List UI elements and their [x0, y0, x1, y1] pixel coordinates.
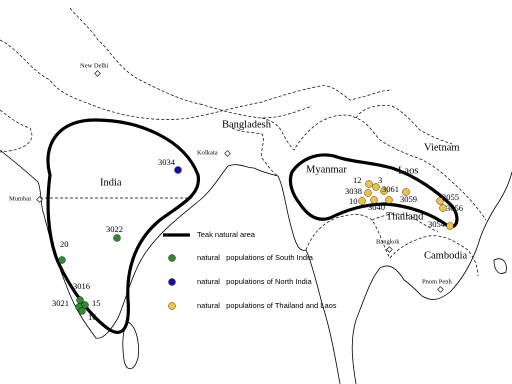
border [261, 114, 487, 221]
coastline [122, 321, 139, 370]
legend-label: Teak natural area [197, 230, 256, 239]
population-label: 3022 [106, 224, 123, 234]
border [199, 103, 313, 119]
country-label: Vietnam [424, 142, 460, 153]
city-marker [386, 246, 393, 253]
border [371, 213, 439, 233]
population-dot [364, 189, 372, 197]
population-dot [385, 196, 393, 204]
population-label: 3040 [368, 202, 385, 212]
population-label: 3055 [442, 192, 459, 202]
country-label: Laos [398, 165, 418, 176]
population-label: 3054 [428, 219, 446, 229]
population-dot [380, 187, 388, 195]
border [231, 127, 279, 177]
city-label: Kolkata [197, 149, 218, 156]
population-label: 3059 [400, 194, 417, 204]
population-label: 20 [60, 239, 69, 249]
population-dot [113, 234, 121, 242]
population-dot [78, 307, 86, 315]
city-marker [94, 70, 101, 77]
coastline [351, 171, 512, 384]
city-marker [224, 150, 231, 157]
population-dot [402, 188, 410, 196]
population-label: 3021 [52, 298, 69, 308]
population-label: 3016 [73, 281, 90, 291]
population-dot [358, 197, 366, 205]
legend-label: natural populations of South India [197, 253, 314, 262]
legend-dot [168, 254, 176, 262]
population-dot [58, 256, 66, 264]
coastline [493, 258, 507, 274]
border [69, 7, 201, 105]
border [0, 39, 393, 120]
country-label: Thailand [386, 211, 424, 222]
population-label: 3 [378, 175, 382, 185]
population-dot [446, 222, 454, 230]
border [0, 109, 33, 153]
border [355, 105, 453, 145]
teak-area-india [46, 118, 201, 334]
population-label: 15 [92, 298, 101, 308]
city-marker [36, 196, 43, 203]
city-label: Pnom Penh [422, 278, 453, 285]
legend-dot [168, 302, 176, 310]
population-label: 3056 [446, 203, 463, 213]
population-label: 12 [353, 175, 362, 185]
population-label: 16 [88, 312, 97, 322]
city-label: New Delhi [80, 62, 109, 69]
population-dot [439, 204, 447, 212]
population-dot [436, 197, 444, 205]
population-label: 3034 [158, 157, 176, 167]
population-label: 3038 [345, 186, 362, 196]
border [389, 235, 479, 277]
country-label: India [100, 177, 122, 188]
legend-dot [168, 278, 176, 286]
country-label: Cambodia [424, 250, 467, 261]
population-dot [370, 196, 378, 204]
city-label: Mumbai [9, 195, 31, 202]
population-dot [174, 166, 182, 174]
population-label: 3061 [382, 184, 399, 194]
population-label: 10 [349, 196, 358, 206]
legend-label: natural populations of Thailand and Laos [197, 301, 337, 310]
population-dot [365, 180, 373, 188]
population-dot [372, 183, 380, 191]
legend-label: natural populations of North India [197, 277, 312, 286]
country-label: Myanmar [306, 164, 347, 175]
city-label: Bangkok [376, 238, 400, 245]
city-marker [437, 286, 444, 293]
country-label: Bangladesh [222, 119, 272, 130]
